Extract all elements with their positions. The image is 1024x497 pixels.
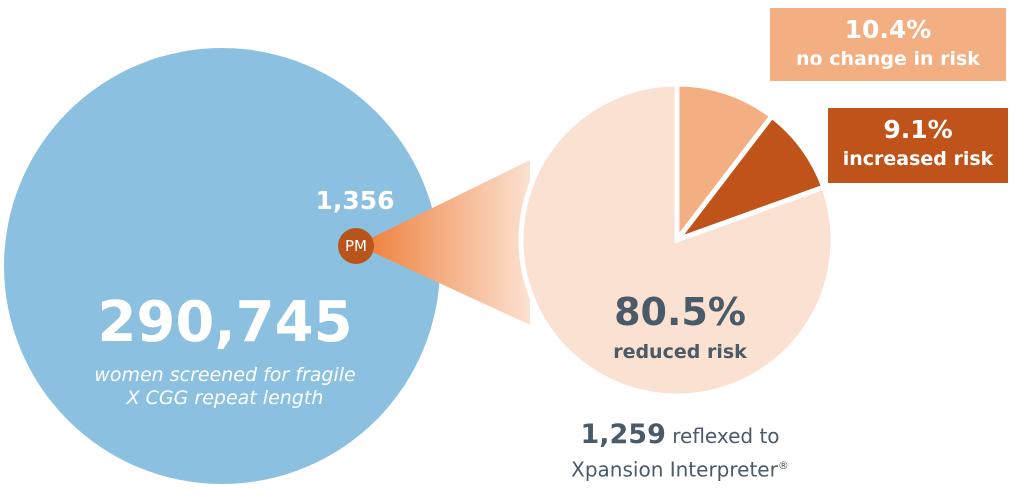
screened-circle [4, 48, 440, 484]
no-change-label: no change in risk [796, 48, 980, 70]
screened-description: women screened for fragile X CGG repeat … [94, 364, 356, 409]
screened-count: 290,745 [97, 290, 353, 355]
pm-badge: PM [338, 228, 374, 264]
premutation-count: 1,356 [315, 186, 395, 215]
reflexed-count: 1,259 [580, 419, 666, 450]
increased-value: 9.1% [883, 115, 953, 144]
reflexed-note: 1,259 reflexed to Xpansion Interpreter® [520, 420, 840, 485]
reduced-risk-value: 80.5% [614, 290, 746, 334]
reduced-risk-label: reduced risk [613, 341, 747, 363]
no-change-value: 10.4% [844, 15, 932, 44]
risk-pie [518, 81, 836, 399]
reflexed-text: reflexed to [672, 424, 780, 448]
zoom-cone [357, 160, 530, 325]
pie-slice-reduced-risk [518, 81, 836, 399]
reflexed-product: Xpansion Interpreter [571, 457, 778, 482]
increased-label-box: 9.1% increased risk [828, 108, 1008, 183]
no-change-label-box: 10.4% no change in risk [770, 8, 1006, 81]
registered-mark: ® [777, 459, 789, 472]
increased-label: increased risk [842, 148, 994, 170]
pie-slice-no-change-in-risk [674, 81, 776, 248]
